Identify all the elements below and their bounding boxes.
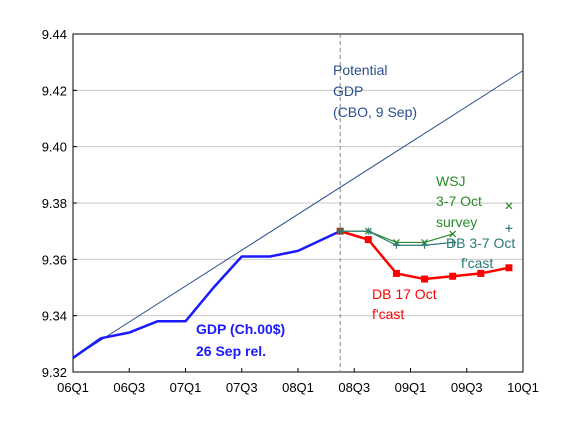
potential-label-line1: Potential (333, 62, 387, 78)
data-point-db17 (449, 272, 457, 280)
potential-label-line2: GDP (333, 83, 363, 99)
y-tick-label: 9.36 (42, 252, 67, 267)
y-axis: 9.32 9.34 9.36 9.38 9.40 9.42 9.44 (42, 27, 77, 380)
wsj-label-line3: survey (436, 214, 477, 230)
x-tick-label: 09Q1 (395, 380, 427, 395)
data-point-db17 (477, 269, 485, 277)
data-point-db37 (336, 227, 344, 235)
y-tick-label: 9.44 (42, 27, 67, 42)
y-tick-label: 9.40 (42, 140, 67, 155)
data-point-db17 (421, 275, 429, 283)
gridlines (73, 89, 523, 317)
potential-label-line3: (CBO, 9 Sep) (333, 104, 417, 120)
db17-label-line2: f'cast (372, 306, 404, 322)
data-point-db17 (505, 264, 513, 272)
data-point-db37 (505, 224, 513, 232)
y-tick-label: 9.38 (42, 196, 67, 211)
db17-label-line1: DB 17 Oct (372, 286, 437, 302)
y-tick-label: 9.34 (42, 309, 67, 324)
x-tick-label: 08Q3 (338, 380, 370, 395)
data-point-db37 (449, 238, 457, 246)
data-point-wsj (505, 202, 513, 210)
y-tick-label: 9.42 (42, 83, 67, 98)
x-axis: 06Q1 06Q3 07Q1 07Q3 08Q1 08Q3 09Q1 09Q3 10Q1 (57, 368, 539, 395)
wsj-label-line2: 3-7 Oct (436, 193, 482, 209)
data-point-db17 (364, 236, 372, 244)
x-tick-label: 07Q1 (170, 380, 202, 395)
series-group (72, 70, 524, 359)
data-point-wsj (449, 230, 457, 238)
series-line-potential (72, 70, 524, 359)
data-point-db17 (392, 269, 400, 277)
data-point-db37 (364, 227, 372, 235)
data-point-db37 (392, 241, 400, 249)
x-tick-label: 08Q1 (282, 380, 314, 395)
y-tick-label: 9.32 (42, 365, 67, 380)
x-tick-label: 06Q1 (57, 380, 89, 395)
x-tick-label: 06Q3 (113, 380, 145, 395)
data-point-db37 (421, 241, 429, 249)
x-tick-label: 09Q3 (451, 380, 483, 395)
x-tick-label: 07Q3 (226, 380, 258, 395)
db37-label-line2: f'cast (461, 255, 493, 271)
db37-label-line1: DB 3-7 Oct (446, 235, 515, 251)
gdp-label-line1: GDP (Ch.00$) (196, 321, 285, 337)
series-line-gdp (72, 230, 341, 359)
wsj-label-line1: WSJ (436, 173, 466, 189)
x-tick-label: 10Q1 (507, 380, 539, 395)
gdp-label-line2: 26 Sep rel. (196, 343, 266, 359)
